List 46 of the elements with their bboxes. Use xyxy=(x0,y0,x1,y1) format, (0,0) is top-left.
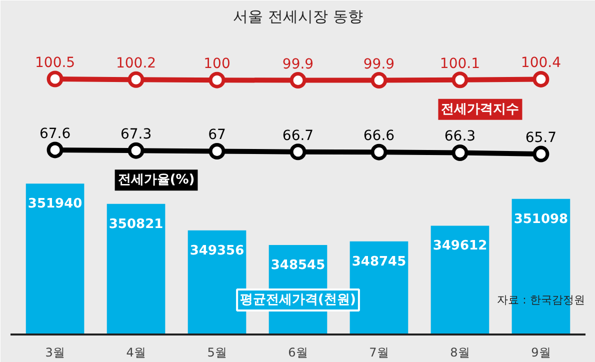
point xyxy=(290,144,306,160)
data-label: 100 xyxy=(204,56,230,72)
data-label: 351098 xyxy=(514,212,568,227)
x-tick-label: 9월 xyxy=(531,346,551,360)
data-label: 100.4 xyxy=(520,55,562,72)
data-label: 66.7 xyxy=(282,128,314,144)
x-tick-label: 8월 xyxy=(450,346,470,360)
data-label: 67 xyxy=(208,127,226,144)
point xyxy=(370,72,388,89)
data-label: 350821 xyxy=(108,216,164,232)
x-tick-label: 5월 xyxy=(207,346,227,360)
data-label: 348545 xyxy=(270,258,326,274)
data-label: 349612 xyxy=(432,238,488,254)
data-label: 349356 xyxy=(190,243,244,258)
point xyxy=(46,70,64,88)
point xyxy=(532,70,550,88)
data-label: 99.9 xyxy=(282,56,314,72)
data-label: 67.3 xyxy=(120,126,152,143)
data-label: 100.5 xyxy=(35,55,76,72)
point xyxy=(46,142,64,158)
data-label: 100.2 xyxy=(116,56,156,72)
data-label: 66.6 xyxy=(363,128,395,144)
data-label: 351940 xyxy=(28,196,82,212)
point xyxy=(290,72,306,89)
point xyxy=(128,71,144,88)
x-tick-label: 6월 xyxy=(288,346,308,360)
point xyxy=(128,142,144,159)
x-tick-label: 4월 xyxy=(126,346,146,360)
data-label: 348745 xyxy=(352,254,406,270)
series-label: 전세가율(%) xyxy=(118,172,195,188)
point xyxy=(452,144,468,161)
point xyxy=(452,72,468,88)
data-label: 99.9 xyxy=(363,56,395,72)
point xyxy=(208,143,226,160)
point xyxy=(370,144,388,160)
data-label: 67.6 xyxy=(39,126,71,142)
data-label: 66.3 xyxy=(444,128,476,145)
point xyxy=(208,72,226,88)
x-tick-label: 7월 xyxy=(369,346,389,360)
data-label: 100.1 xyxy=(440,56,480,72)
chart-title: 서울 전세시장 동향 xyxy=(233,8,363,26)
data-label: 65.7 xyxy=(525,130,557,146)
x-tick-label: 3월 xyxy=(45,346,65,360)
point xyxy=(532,146,550,162)
series-label: 전세가격지수 xyxy=(441,102,520,117)
series-label: 평균전세가격(천원) xyxy=(240,292,356,308)
